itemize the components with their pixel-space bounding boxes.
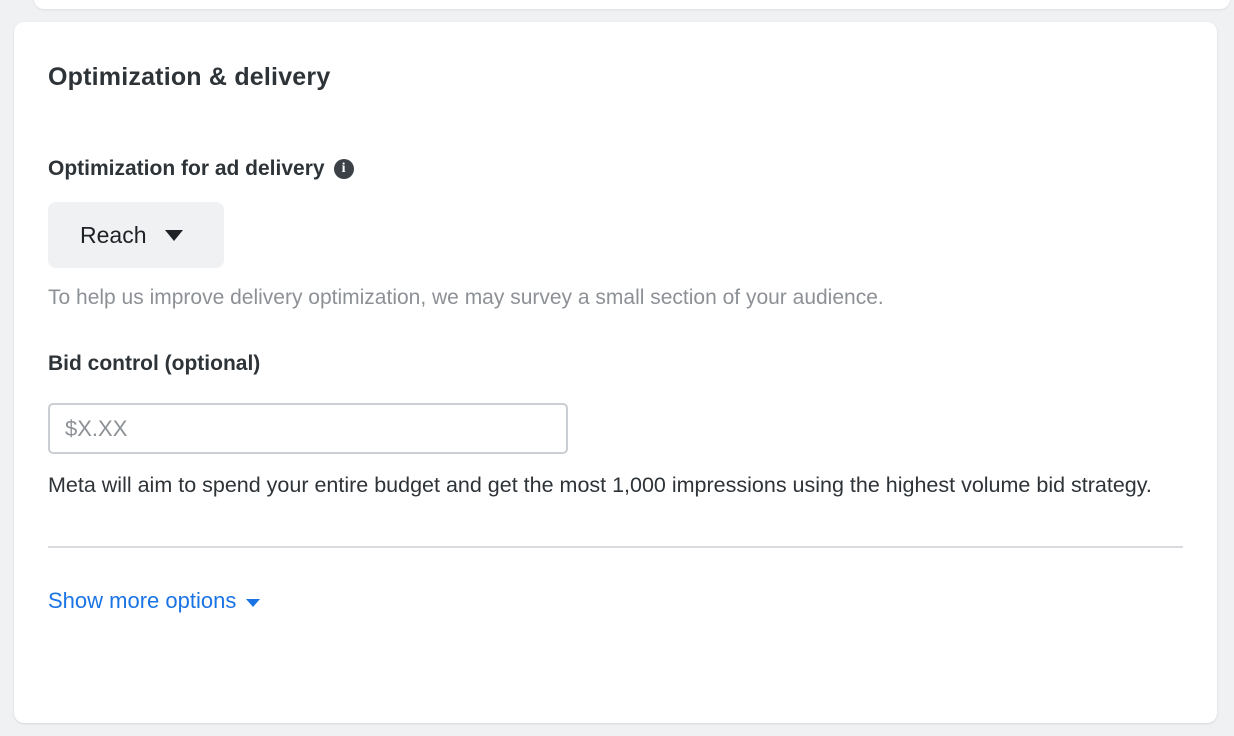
bid-control-input[interactable] xyxy=(48,403,568,454)
optimization-goal-dropdown[interactable]: Reach xyxy=(48,202,224,268)
show-more-options-link[interactable]: Show more options xyxy=(48,586,261,616)
previous-card-bottom-edge xyxy=(34,0,1230,9)
optimization-delivery-card: Optimization & delivery Optimization for… xyxy=(14,22,1217,723)
bid-control-label-row: Bid control (optional) xyxy=(48,351,1183,377)
optimization-goal-dropdown-value: Reach xyxy=(80,221,147,248)
optimization-label-row: Optimization for ad delivery i xyxy=(48,156,1183,182)
caret-down-icon xyxy=(165,229,184,241)
card-title: Optimization & delivery xyxy=(48,63,331,91)
bid-strategy-description: Meta will aim to spend your entire budge… xyxy=(48,473,1152,497)
optimization-for-ad-delivery-label: Optimization for ad delivery xyxy=(48,157,325,180)
info-icon[interactable]: i xyxy=(333,159,354,179)
caret-down-icon xyxy=(246,598,261,607)
survey-helper-text: To help us improve delivery optimization… xyxy=(48,286,884,309)
bid-control-label: Bid control (optional) xyxy=(48,352,261,375)
section-divider xyxy=(48,546,1183,548)
show-more-options-label: Show more options xyxy=(48,588,237,613)
